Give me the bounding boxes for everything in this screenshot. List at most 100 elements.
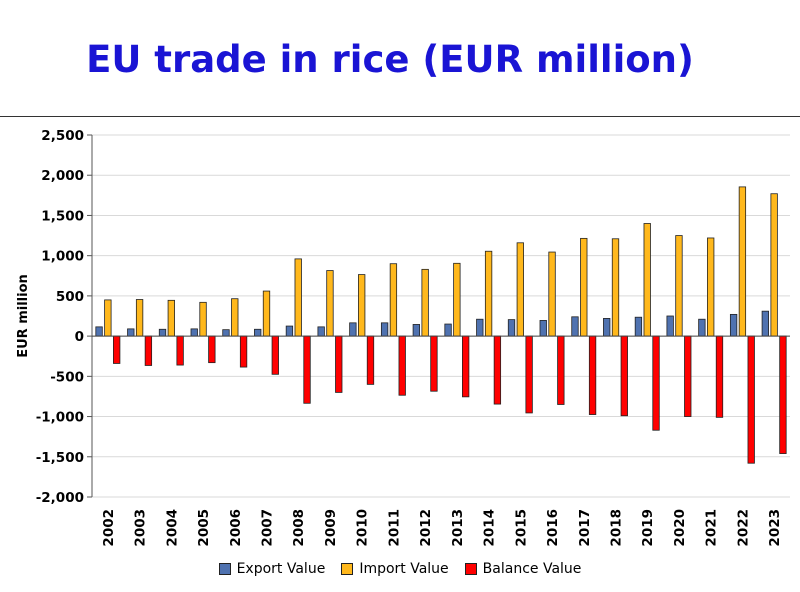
- x-tick-label: 2018: [609, 509, 625, 547]
- bar-import-value: [135, 299, 144, 337]
- y-tick-label: -1,000: [36, 410, 84, 426]
- bar-export-value: [254, 328, 262, 337]
- x-tick-label: 2021: [704, 509, 720, 547]
- bar-balance-value: [525, 335, 533, 414]
- bar-import-value: [167, 299, 175, 337]
- bar-import-value: [104, 299, 112, 337]
- bar-import-value: [453, 262, 461, 337]
- bar-import-value: [548, 251, 556, 337]
- x-tick-label: 2004: [164, 509, 180, 547]
- x-tick-label: 2017: [577, 509, 593, 547]
- y-tick-label: 2,000: [41, 168, 84, 184]
- legend-label: Balance Value: [482, 561, 582, 577]
- page-title: EU trade in rice (EUR million): [86, 38, 694, 81]
- x-tick-label: 2003: [133, 509, 149, 547]
- bar-import-value: [675, 235, 683, 337]
- y-axis-title: EUR million: [16, 274, 31, 358]
- legend-label: Export Value: [236, 561, 326, 577]
- bar-export-value: [729, 313, 738, 337]
- bar-export-value: [95, 326, 103, 337]
- bar-export-value: [285, 325, 294, 337]
- x-tick-label: 2006: [228, 509, 244, 547]
- bar-import-value: [199, 301, 207, 337]
- bar-balance-value: [684, 335, 692, 417]
- bar-balance-value: [366, 335, 375, 385]
- x-tick-label: 2009: [323, 509, 339, 547]
- bar-export-value: [634, 316, 643, 337]
- x-tick-label: 2020: [672, 509, 688, 547]
- bar-export-value: [476, 318, 484, 337]
- bar-export-value: [539, 320, 547, 337]
- bar-export-value: [507, 319, 516, 337]
- y-tick-label: 1,500: [41, 208, 84, 224]
- bar-export-value: [317, 326, 325, 337]
- bar-import-value: [231, 298, 239, 337]
- legend-swatch: [464, 563, 477, 575]
- bar-import-value: [516, 242, 524, 337]
- bar-import-value: [262, 290, 271, 337]
- bar-balance-value: [557, 335, 565, 405]
- bar-balance-value: [462, 335, 470, 398]
- bar-export-value: [222, 329, 230, 337]
- legend-item: Import Value: [341, 561, 449, 577]
- bar-import-value: [294, 258, 302, 337]
- y-tick-label: 1,000: [41, 249, 84, 265]
- bar-balance-value: [144, 335, 153, 366]
- bar-import-value: [643, 223, 651, 337]
- y-tick-label: -1,500: [36, 450, 84, 466]
- legend-swatch: [218, 563, 231, 575]
- bar-export-value: [412, 324, 420, 337]
- legend-item: Balance Value: [464, 561, 582, 577]
- bar-export-value: [349, 322, 357, 337]
- bar-export-value: [380, 322, 389, 337]
- bar-import-value: [611, 238, 620, 337]
- title-divider: [0, 116, 800, 117]
- y-tick-label: -500: [50, 369, 84, 385]
- bar-balance-value: [588, 335, 597, 415]
- bar-import-value: [358, 274, 366, 337]
- bar-import-value: [389, 263, 398, 337]
- chart-legend: Export Value Import Value Balance Value: [0, 561, 800, 577]
- x-tick-label: 2008: [291, 509, 307, 547]
- x-tick-label: 2007: [260, 509, 276, 547]
- x-tick-label: 2005: [196, 509, 212, 547]
- bar-balance-value: [715, 335, 724, 418]
- x-tick-label: 2002: [101, 509, 117, 547]
- bar-export-value: [603, 318, 611, 337]
- bar-export-value: [761, 310, 769, 337]
- bar-balance-value: [176, 335, 184, 366]
- bar-import-value: [484, 250, 493, 337]
- bar-import-value: [707, 237, 715, 337]
- x-tick-label: 2023: [767, 509, 783, 547]
- bar-export-value: [444, 323, 452, 337]
- bar-import-value: [580, 237, 588, 337]
- x-tick-label: 2013: [450, 509, 466, 547]
- bar-import-value: [326, 270, 334, 337]
- x-tick-label: 2019: [640, 509, 656, 547]
- y-tick-label: 0: [75, 329, 84, 345]
- bar-export-value: [698, 318, 706, 337]
- bar-balance-value: [398, 335, 406, 396]
- bar-export-value: [127, 328, 135, 337]
- x-tick-label: 2010: [355, 509, 371, 547]
- bar-balance-value: [493, 335, 502, 405]
- x-tick-label: 2016: [545, 509, 561, 547]
- x-tick-label: 2012: [418, 509, 434, 547]
- bar-import-value: [738, 186, 747, 337]
- bar-balance-value: [271, 335, 279, 375]
- x-tick-label: 2014: [482, 509, 498, 547]
- bar-export-value: [158, 328, 167, 337]
- bar-balance-value: [747, 335, 755, 464]
- bar-balance-value: [430, 335, 438, 392]
- bar-balance-value: [303, 335, 311, 404]
- y-tick-label: 2,500: [41, 128, 84, 144]
- x-tick-label: 2011: [386, 509, 402, 547]
- bar-import-value: [421, 268, 429, 337]
- bar-balance-value: [779, 335, 787, 454]
- bar-export-value: [666, 315, 674, 337]
- bar-balance-value: [652, 335, 660, 431]
- bar-balance-value: [113, 335, 121, 364]
- bar-export-value: [571, 316, 579, 337]
- bar-balance-value: [620, 335, 628, 417]
